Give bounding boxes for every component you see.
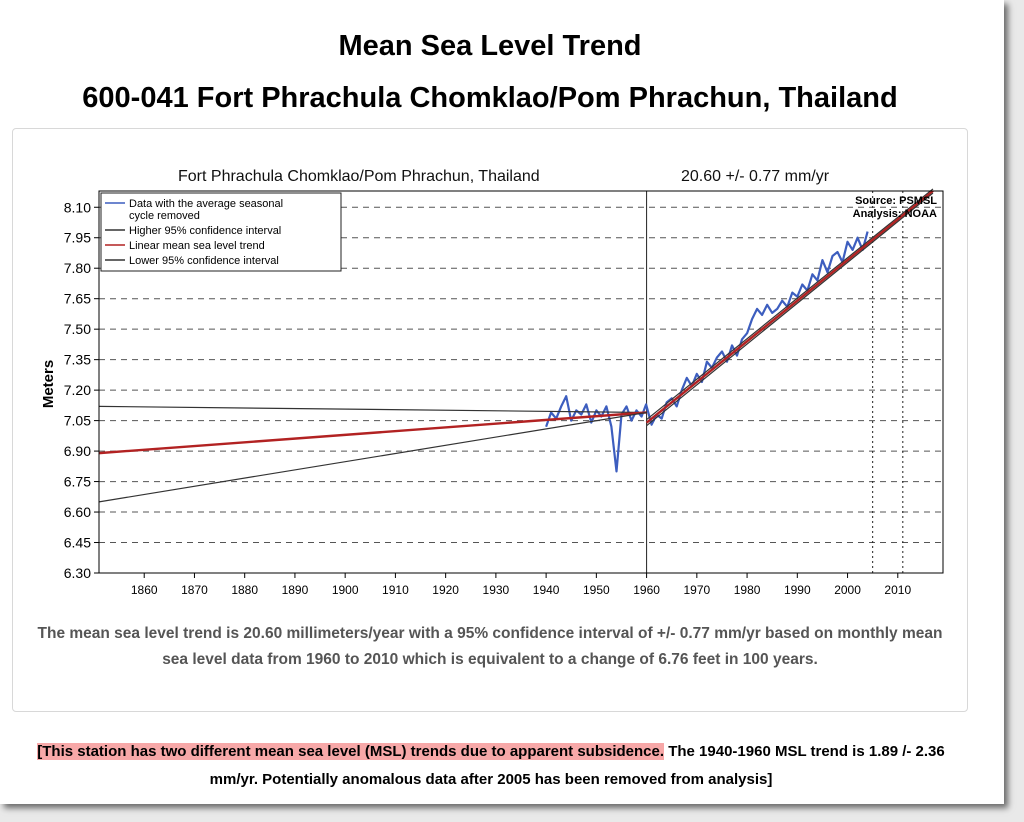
sea-level-chart: Fort Phrachula Chomklao/Pom Phrachun, Th… <box>40 168 944 597</box>
x-tick-label: 1880 <box>231 583 258 597</box>
y-tick-label: 7.50 <box>64 321 91 337</box>
confidence-line <box>98 405 647 414</box>
x-tick-label: 1900 <box>332 583 359 597</box>
y-tick-label: 6.30 <box>64 565 91 581</box>
subsidence-note: [This station has two different mean sea… <box>16 738 966 794</box>
y-tick-label: 7.95 <box>64 230 91 246</box>
x-tick-label: 1930 <box>483 583 510 597</box>
legend-label-cont: cycle removed <box>129 210 200 222</box>
x-tick-label: 1920 <box>432 583 459 597</box>
trend-line <box>98 411 647 455</box>
data-series-line <box>545 231 869 473</box>
y-tick-label: 6.45 <box>64 535 91 551</box>
x-tick-label: 1960 <box>633 583 660 597</box>
y-tick-label: 6.75 <box>64 474 91 490</box>
legend-box <box>100 192 342 272</box>
x-tick-label: 1890 <box>282 583 309 597</box>
legend-label: Linear mean sea level trend <box>129 240 265 252</box>
y-tick-label: 7.65 <box>64 291 91 307</box>
x-tick-label: 1950 <box>583 583 610 597</box>
chart-title-right: 20.60 +/- 0.77 mm/yr <box>681 168 830 185</box>
y-axis-label: Meters <box>40 360 57 408</box>
chart-panel: Fort Phrachula Chomklao/Pom Phrachun, Th… <box>12 128 968 712</box>
source-label: Source: PSMSL <box>855 195 937 207</box>
x-tick-label: 1860 <box>131 583 158 597</box>
confidence-line <box>98 411 647 503</box>
legend-label: Data with the average seasonal <box>129 198 283 210</box>
x-tick-label: 1870 <box>181 583 208 597</box>
x-tick-label: 1990 <box>784 583 811 597</box>
x-tick-label: 2000 <box>834 583 861 597</box>
trend-line <box>645 190 934 424</box>
chart-title-left: Fort Phrachula Chomklao/Pom Phrachun, Th… <box>178 168 540 185</box>
y-tick-label: 7.35 <box>64 352 91 368</box>
trend-description: The mean sea level trend is 20.60 millim… <box>37 625 943 668</box>
x-tick-label: 1940 <box>533 583 560 597</box>
x-tick-label: 1970 <box>683 583 710 597</box>
y-tick-label: 7.20 <box>64 382 91 398</box>
plot-border <box>98 190 944 574</box>
x-tick-label: 1910 <box>382 583 409 597</box>
analysis-label: Analysis: NOAA <box>853 208 937 220</box>
y-tick-label: 8.10 <box>64 199 91 215</box>
confidence-line <box>646 188 934 421</box>
x-tick-label: 1980 <box>734 583 761 597</box>
y-tick-label: 6.60 <box>64 504 91 520</box>
confidence-line <box>646 192 934 427</box>
legend-label: Higher 95% confidence interval <box>129 225 281 237</box>
note-highlight: [This station has two different mean sea… <box>37 743 665 760</box>
page-title: Mean Sea Level Trend <box>338 30 642 62</box>
page-sheet: Mean Sea Level Trend 600-041 Fort Phrach… <box>0 0 1004 804</box>
station-title: 600-041 Fort Phrachula Chomklao/Pom Phra… <box>82 82 898 114</box>
legend-label: Lower 95% confidence interval <box>129 255 279 267</box>
y-tick-label: 7.05 <box>64 413 91 429</box>
y-tick-label: 6.90 <box>64 443 91 459</box>
y-tick-label: 7.80 <box>64 260 91 276</box>
x-tick-label: 2010 <box>884 583 911 597</box>
plot-area: 6.30 6.45 6.60 6.75 6.90 7.05 7.20 7.35 7.50 7.65… <box>64 188 944 597</box>
note-rest: The 1940-1960 MSL trend is 1.89 /- 2.36 … <box>209 743 945 788</box>
